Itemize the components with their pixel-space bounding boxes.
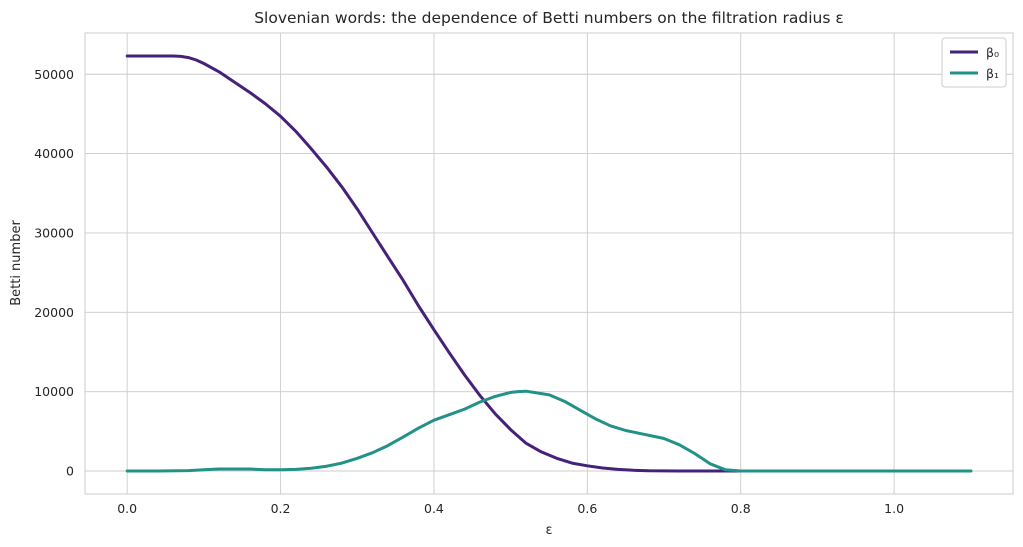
y-tick-label: 30000 bbox=[34, 225, 74, 240]
grid-lines bbox=[85, 33, 1013, 494]
series-line-beta1 bbox=[125, 389, 973, 473]
x-tick-label: 0.0 bbox=[117, 501, 137, 516]
chart-title: Slovenian words: the dependence of Betti… bbox=[254, 9, 844, 27]
legend: β₀ β₁ bbox=[941, 37, 1007, 88]
x-tick-label: 0.8 bbox=[731, 501, 751, 516]
x-tick-label: 0.6 bbox=[577, 501, 597, 516]
legend-box bbox=[941, 37, 1007, 88]
y-tick-label: 0 bbox=[66, 463, 74, 478]
series-line-beta0 bbox=[125, 54, 973, 473]
y-tick-label: 20000 bbox=[34, 305, 74, 320]
legend-label-beta0: β₀ bbox=[986, 45, 999, 60]
y-tick-label: 50000 bbox=[34, 67, 74, 82]
x-tick-label: 1.0 bbox=[884, 501, 904, 516]
x-tick-label: 0.2 bbox=[271, 501, 291, 516]
y-tick-label: 40000 bbox=[34, 146, 74, 161]
x-axis-label: ε bbox=[545, 523, 552, 538]
plot-frame bbox=[84, 32, 1014, 495]
legend-label-beta1: β₁ bbox=[986, 66, 999, 81]
y-tick-label: 10000 bbox=[34, 384, 74, 399]
x-tick-label: 0.4 bbox=[424, 501, 444, 516]
tick-labels: 0.0 0.2 0.4 0.6 0.8 1.0 0 10000 20000 30000 40000 5… bbox=[34, 67, 904, 516]
y-axis-label: Betti number bbox=[9, 220, 24, 306]
series-lines bbox=[125, 54, 973, 473]
